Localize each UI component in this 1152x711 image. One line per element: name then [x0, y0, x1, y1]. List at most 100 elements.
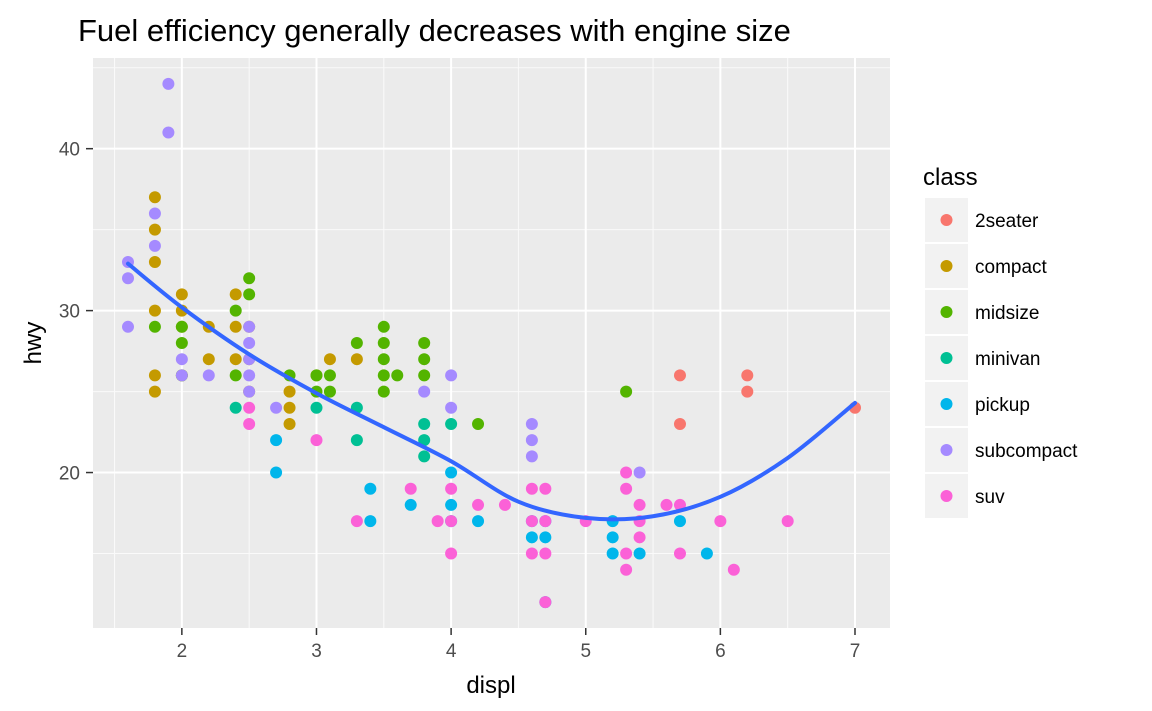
point-pickup	[606, 547, 619, 560]
point-midsize	[377, 337, 390, 349]
point-subcompact	[525, 417, 538, 430]
point-suv	[525, 482, 538, 495]
point-suv	[714, 515, 727, 528]
legend-title: class	[923, 164, 978, 191]
legend-swatch-suv	[940, 490, 953, 502]
legend-label-minivan: minivan	[975, 349, 1040, 370]
point-compact	[283, 417, 296, 430]
point-pickup	[673, 515, 686, 528]
legend-label-midsize: midsize	[975, 303, 1039, 324]
point-subcompact	[525, 450, 538, 463]
point-suv	[727, 563, 740, 576]
point-midsize	[418, 369, 431, 382]
point-minivan	[418, 434, 431, 447]
legend-swatch-2seater	[940, 214, 953, 226]
point-midsize	[418, 337, 431, 349]
point-2seater	[673, 369, 686, 382]
point-compact	[229, 353, 242, 366]
legend-swatch-subcompact	[940, 444, 953, 456]
point-subcompact	[175, 369, 188, 382]
point-suv	[633, 531, 646, 544]
minor-gridlines	[93, 58, 890, 628]
point-minivan	[445, 417, 458, 430]
legend-label-pickup: pickup	[975, 395, 1030, 416]
point-subcompact	[148, 207, 161, 220]
point-subcompact	[418, 385, 431, 398]
point-minivan	[418, 417, 431, 430]
legend-swatch-midsize	[940, 306, 953, 318]
point-minivan	[350, 434, 363, 447]
point-minivan	[310, 401, 323, 414]
point-pickup	[404, 498, 417, 511]
plot-panel	[93, 58, 890, 628]
point-subcompact	[525, 434, 538, 447]
point-suv	[620, 482, 633, 495]
point-suv	[498, 498, 511, 511]
point-pickup	[364, 515, 377, 528]
point-suv	[525, 547, 538, 560]
point-suv	[350, 515, 363, 528]
point-suv	[620, 547, 633, 560]
point-2seater	[741, 385, 754, 398]
point-suv	[781, 515, 794, 528]
point-compact	[283, 401, 296, 414]
legend-swatch-pickup	[940, 398, 953, 410]
point-compact	[323, 353, 336, 366]
point-suv	[472, 498, 485, 511]
point-suv	[620, 466, 633, 479]
point-subcompact	[148, 239, 161, 252]
point-compact	[148, 191, 161, 204]
point-compact	[229, 288, 242, 301]
point-midsize	[377, 320, 390, 333]
point-subcompact	[243, 337, 256, 349]
point-subcompact	[202, 369, 215, 382]
point-minivan	[229, 401, 242, 414]
point-subcompact	[162, 126, 175, 139]
smooth-trend-line	[126, 261, 857, 522]
point-subcompact	[633, 466, 646, 479]
point-compact	[148, 256, 161, 269]
y-tick-label: 40	[59, 140, 80, 161]
point-midsize	[175, 320, 188, 333]
point-pickup	[472, 515, 485, 528]
y-tick-label: 20	[59, 464, 80, 485]
point-compact	[229, 320, 242, 333]
point-suv	[673, 547, 686, 560]
point-midsize	[377, 353, 390, 366]
point-midsize	[350, 337, 363, 349]
point-midsize	[310, 369, 323, 382]
point-pickup	[633, 547, 646, 560]
x-tick-label: 6	[715, 641, 726, 662]
point-midsize	[229, 304, 242, 317]
major-gridlines	[93, 58, 890, 628]
point-subcompact	[445, 401, 458, 414]
chart-title: Fuel efficiency generally decreases with…	[78, 13, 791, 48]
y-tick-label: 30	[59, 302, 80, 323]
point-suv	[539, 596, 552, 609]
y-axis-ticks: 20 30 40	[59, 140, 93, 485]
point-pickup	[606, 531, 619, 544]
point-midsize	[243, 272, 256, 285]
data-points	[122, 77, 861, 609]
point-pickup	[539, 531, 552, 544]
legend-swatch-minivan	[940, 352, 953, 364]
point-midsize	[377, 385, 390, 398]
point-midsize	[472, 417, 485, 430]
point-suv	[660, 498, 673, 511]
point-midsize	[323, 385, 336, 398]
legend-label-2seater: 2seater	[975, 211, 1039, 232]
point-compact	[148, 385, 161, 398]
point-subcompact	[175, 353, 188, 366]
point-suv	[310, 434, 323, 447]
point-compact	[350, 353, 363, 366]
x-tick-label: 7	[850, 641, 861, 662]
point-minivan	[418, 450, 431, 463]
point-subcompact	[122, 272, 135, 285]
legend-label-compact: compact	[975, 257, 1048, 278]
point-suv	[445, 547, 458, 560]
x-axis-ticks: 2 3 4 5 6 7	[177, 628, 861, 662]
x-tick-label: 5	[580, 641, 591, 662]
legend: 2seater compact midsize minivan pickup subcom…	[925, 198, 1078, 518]
point-compact	[148, 304, 161, 317]
